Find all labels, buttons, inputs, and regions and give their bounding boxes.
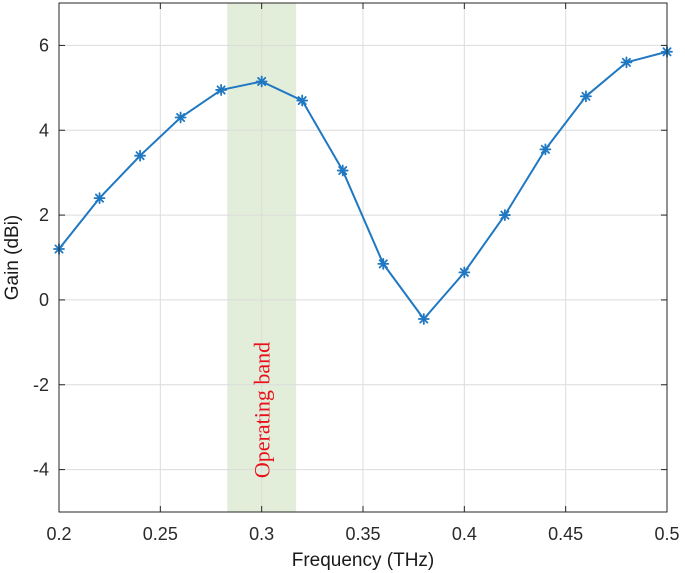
series-layer [58, 50, 668, 321]
y-tick-label: 0 [39, 290, 49, 310]
x-tick-label: 0.3 [249, 524, 274, 544]
data-point-marker [93, 192, 106, 205]
data-point-marker [417, 313, 430, 325]
data-point-marker [620, 56, 633, 69]
x-tick-label: 0.2 [46, 524, 71, 544]
data-point-marker [580, 90, 592, 103]
data-point-marker [539, 143, 552, 156]
data-point-marker [377, 257, 390, 270]
grid-layer [58, 3, 668, 512]
y-tick-label: -4 [33, 460, 49, 480]
gain-series-line [58, 50, 668, 321]
operating-band-label: Operating band [250, 342, 275, 478]
x-tick-label: 0.25 [143, 524, 178, 544]
y-tick-label: -2 [33, 375, 49, 395]
x-tick-label: 0.4 [452, 524, 477, 544]
data-point-marker [255, 75, 268, 88]
x-axis-ticks: 0.2 0.25 0.3 0.35 0.4 0.45 0.5 [46, 3, 680, 544]
y-axis-title: Gain (dBi) [2, 215, 23, 301]
x-tick-label: 0.5 [654, 524, 679, 544]
y-axis-ticks: -4 -2 0 2 4 6 [33, 35, 667, 480]
marker-layer [53, 45, 673, 325]
x-axis-title: Frequency (THz) [292, 550, 435, 571]
y-tick-label: 6 [39, 35, 49, 55]
x-tick-label: 0.45 [548, 524, 583, 544]
y-tick-label: 4 [39, 120, 49, 140]
data-point-marker [498, 209, 511, 221]
data-point-marker [134, 149, 146, 162]
y-tick-label: 2 [39, 205, 49, 225]
data-point-marker [174, 111, 187, 124]
data-point-marker [336, 164, 349, 177]
data-point-marker [215, 84, 228, 96]
x-tick-label: 0.35 [345, 524, 380, 544]
data-point-marker [458, 266, 471, 279]
data-point-marker [296, 94, 309, 107]
